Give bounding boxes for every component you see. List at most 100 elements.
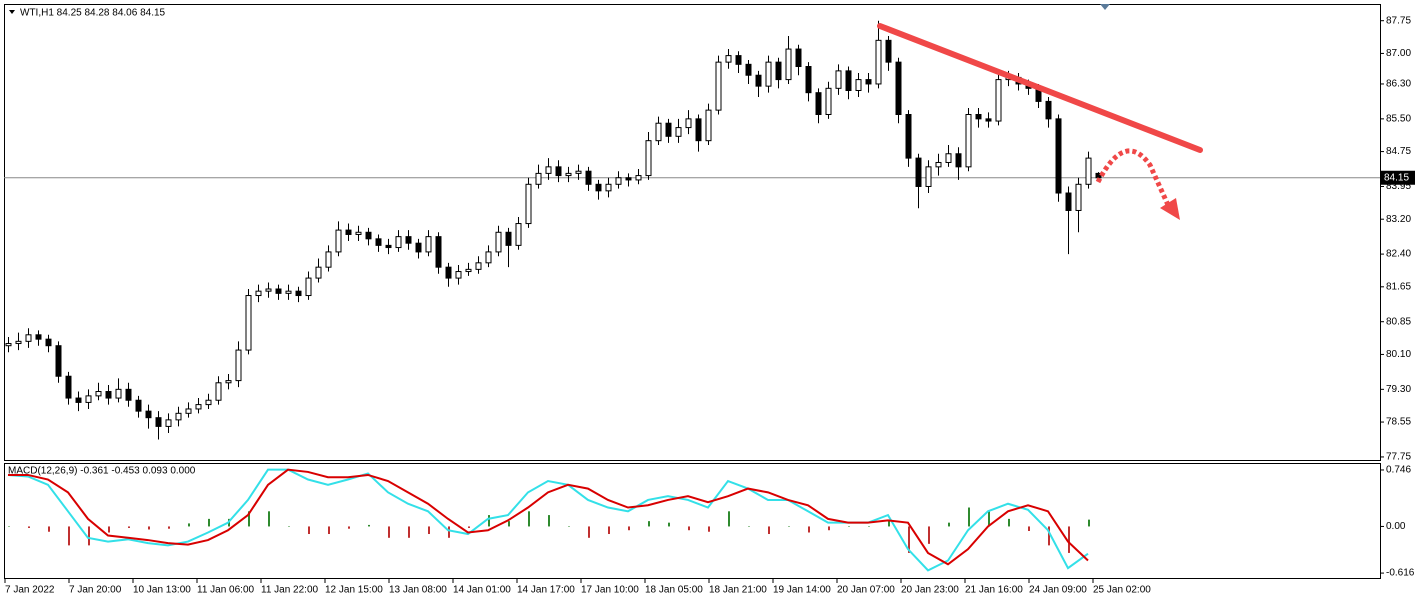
histogram-bar [488,515,490,527]
histogram-bar [288,526,290,527]
histogram-bar [248,511,250,527]
y-tick-label: 85.50 [1386,113,1411,124]
candle-body [635,175,642,181]
histogram-bar [8,526,10,527]
candle-body [645,140,652,177]
candle-body [175,412,182,421]
candle-body [305,277,312,297]
candle-body [495,231,502,253]
x-tick-label: 18 Jan 21:00 [709,585,767,596]
histogram-bar [428,526,430,535]
price-panel [4,4,1381,461]
histogram-bar [668,522,670,527]
candle-body [455,271,462,279]
header-arrow [9,10,15,14]
candle-body [605,183,612,192]
y-tick-label: -0.616 [1386,568,1415,579]
candle-body [945,153,952,163]
candle-body [975,113,982,120]
histogram-bar [348,526,350,529]
x-tick-label: 11 Jan 22:00 [261,585,319,596]
histogram-bar [1068,526,1070,553]
histogram-bar [508,521,510,527]
candle-body [1075,183,1082,211]
histogram-bar [468,526,470,528]
candle-body [385,244,392,249]
signal-line [8,468,1089,566]
candle-body [515,223,522,246]
candle-body [1065,192,1072,211]
candle-body [1045,100,1052,120]
candle-body [885,39,892,63]
histogram-bar [868,526,870,527]
histogram-bar [788,526,790,527]
y-tick-label: 87.75 [1386,15,1411,26]
candle-body [985,118,992,122]
histogram-bar [908,526,910,553]
x-tick-label: 11 Jan 06:00 [197,585,255,596]
candle-body [85,395,92,403]
histogram-bar [708,526,710,532]
candle-body [575,170,582,174]
histogram-bar [648,521,650,527]
candle-body [835,70,842,89]
candle-body [125,388,132,401]
histogram-bar [768,526,770,535]
candle-body [665,122,672,137]
x-tick-label: 13 Jan 08:00 [389,585,447,596]
x-tick-label: 20 Jan 23:00 [901,585,959,596]
y-tick-label: 77.75 [1386,452,1411,463]
candle-body [75,397,82,403]
histogram-bar [28,526,30,528]
histogram-bar [928,526,930,544]
price-tag-label: 84.15 [1384,172,1409,183]
candle-body [95,391,102,397]
candle-body [165,419,172,427]
candle-body [415,242,422,253]
candle-body [245,295,252,351]
candle-body [355,231,362,235]
candle-body [1085,157,1092,185]
candle-body [395,236,402,249]
candle-body [685,118,692,129]
macd-title: MACD(12,26,9) -0.361 -0.453 0.093 0.000 [8,466,196,477]
histogram-bar [728,511,730,527]
candle-body [375,238,382,246]
candle-body [715,61,722,111]
histogram-bar [68,526,70,546]
candle-body [65,375,72,399]
candle-body [795,48,802,68]
candle-body [255,290,262,297]
candle-body [925,166,932,187]
histogram-bar [128,526,130,528]
price-tag [1381,170,1415,185]
x-tick-label: 14 Jan 01:00 [453,585,511,596]
candle-body [145,410,152,419]
x-tick-label: 12 Jan 15:00 [325,585,383,596]
candle-body [485,251,492,264]
candle-body [705,109,712,142]
forecast-arrowhead [1160,198,1180,220]
candle-body [805,66,812,94]
candle-body [725,55,732,63]
y-tick-label: 82.40 [1386,249,1411,260]
candle-body [905,113,912,159]
candle-body [185,408,192,414]
histogram-bar [268,511,270,527]
y-tick-label: 87.00 [1386,48,1411,59]
main-line [7,468,1089,572]
chart-title: WTI,H1 84.25 84.28 84.06 84.15 [20,8,166,19]
y-tick-label: 79.30 [1386,384,1411,395]
histogram-bar [408,526,410,538]
x-tick-label: 18 Jan 05:00 [645,585,703,596]
histogram-bar [748,526,750,527]
candle-body [15,340,22,345]
candle-body [115,388,122,399]
histogram-bar [888,521,890,527]
candle-body [955,153,962,168]
y-tick-label: 83.95 [1386,181,1411,192]
x-tick-label: 17 Jan 10:00 [581,585,639,596]
candle-body [615,177,622,185]
candle-body [325,251,332,268]
